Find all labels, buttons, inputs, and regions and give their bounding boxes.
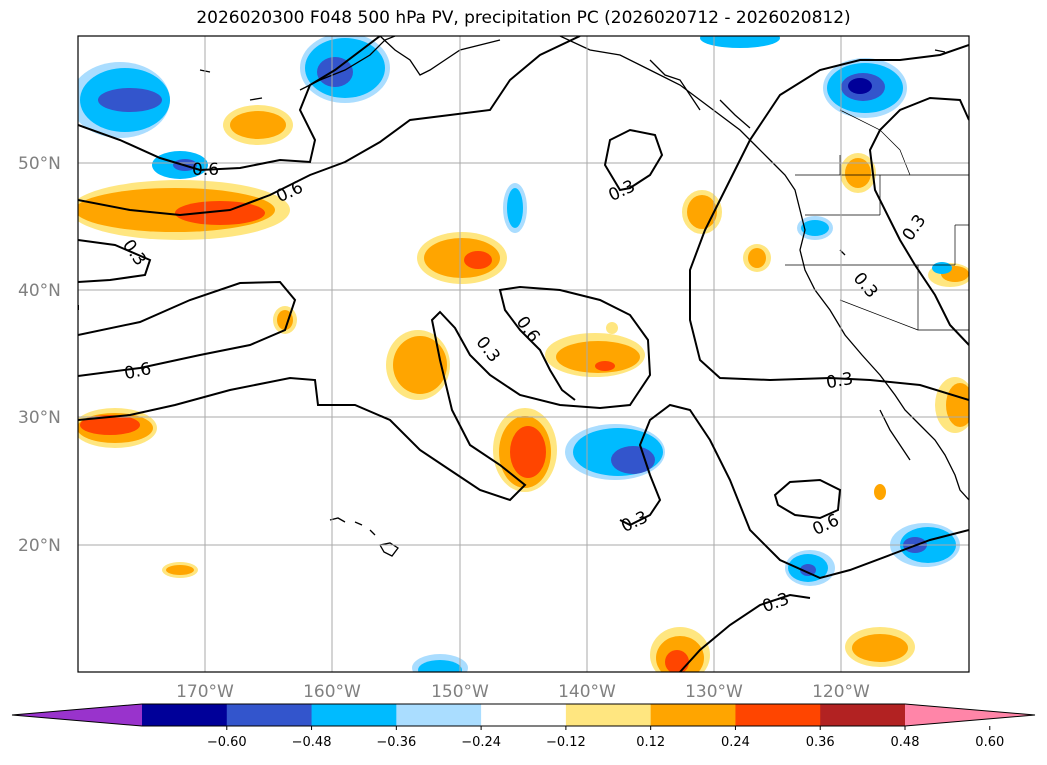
colorbar-segment bbox=[565, 704, 652, 726]
longitude-labels: 170°W 160°W 150°W 140°W 130°W 120°W bbox=[176, 682, 870, 702]
colorbar-segment bbox=[481, 704, 567, 726]
colorbar-segment bbox=[820, 704, 906, 726]
colorbar-tick-label: 0.12 bbox=[636, 735, 665, 750]
colorbar: −0.60 −0.48 −0.36 −0.24 −0.12 0.12 0.24 0.36 0.4… bbox=[11, 703, 1036, 750]
latitude-labels: 50°N 40°N 30°N 20°N bbox=[18, 154, 61, 556]
colorbar-tick-label: −0.24 bbox=[461, 735, 501, 750]
colorbar-segment bbox=[396, 704, 482, 726]
colorbar-segment bbox=[311, 704, 397, 726]
map-frame bbox=[77, 35, 970, 673]
coastlines bbox=[199, 36, 969, 557]
lat-label: 20°N bbox=[18, 536, 61, 556]
colorbar-tick-label: 0.48 bbox=[891, 735, 920, 750]
lon-label: 160°W bbox=[303, 682, 361, 702]
colorbar-tick-label: 0.24 bbox=[721, 735, 750, 750]
lon-label: 140°W bbox=[558, 682, 616, 702]
lon-label: 150°W bbox=[431, 682, 489, 702]
colorbar-segment bbox=[142, 704, 228, 726]
contour-label: 0.3 bbox=[825, 369, 855, 393]
colorbar-tick-label: 0.36 bbox=[806, 735, 835, 750]
lat-label: 40°N bbox=[18, 281, 61, 301]
lon-label: 170°W bbox=[176, 682, 234, 702]
map-background bbox=[78, 36, 969, 672]
lat-label: 30°N bbox=[18, 408, 61, 428]
map-title: 2026020300 F048 500 hPa PV, precipitatio… bbox=[196, 8, 851, 28]
colorbar-segment bbox=[735, 704, 821, 726]
lat-label: 50°N bbox=[18, 154, 61, 174]
colorbar-segment bbox=[650, 704, 736, 726]
colorbar-tick-label: −0.48 bbox=[292, 735, 332, 750]
colorbar-extend-min bbox=[12, 704, 142, 726]
colorbar-tick-label: 0.60 bbox=[975, 735, 1004, 750]
colorbar-tick-label: −0.12 bbox=[546, 735, 586, 750]
colorbar-extend-max bbox=[905, 704, 1035, 726]
colorbar-tick-label: −0.36 bbox=[376, 735, 416, 750]
colorbar-outline bbox=[11, 703, 1036, 727]
pv-contours bbox=[78, 36, 969, 672]
lon-label: 120°W bbox=[812, 682, 870, 702]
colorbar-segment bbox=[226, 704, 313, 726]
graticule bbox=[78, 36, 969, 672]
colorbar-tick-label: −0.60 bbox=[207, 735, 247, 750]
precip-positive-areas bbox=[78, 105, 969, 672]
political-borders bbox=[785, 109, 969, 331]
contour-label: 0.6 bbox=[192, 160, 219, 180]
lon-label: 130°W bbox=[685, 682, 743, 702]
